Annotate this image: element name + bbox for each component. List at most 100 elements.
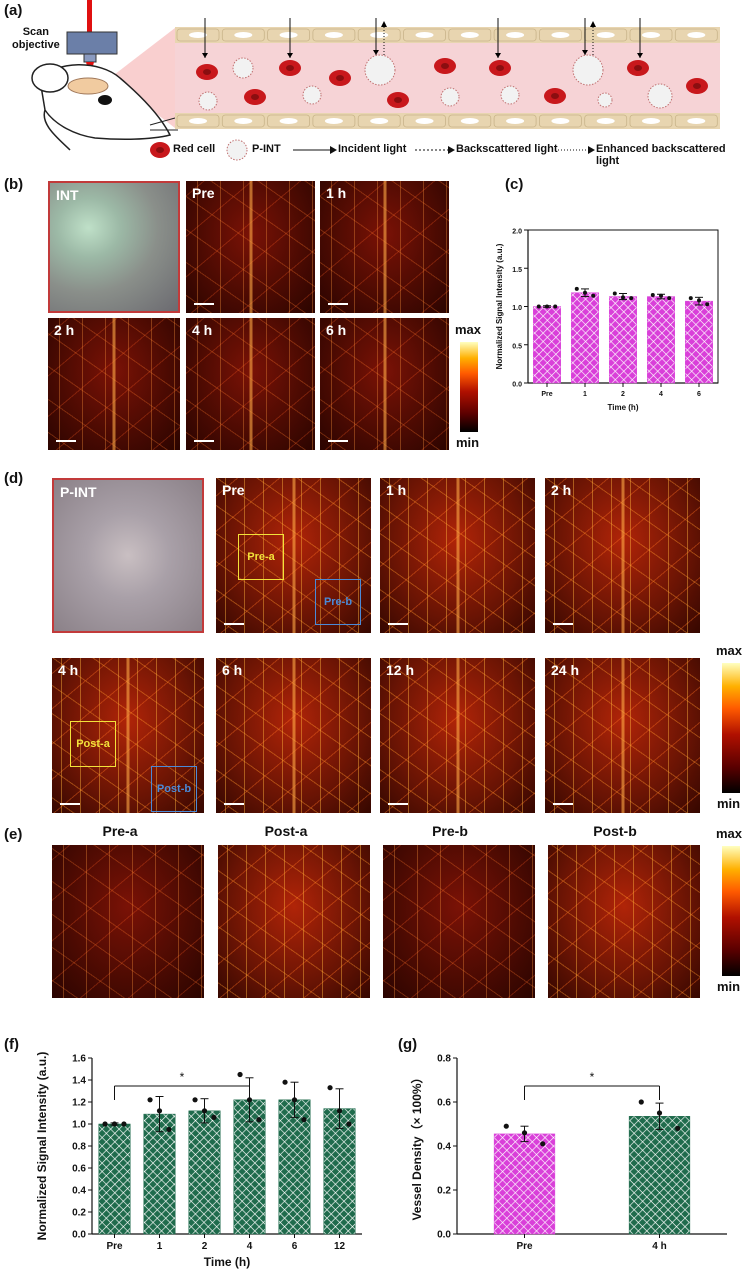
light-cone xyxy=(110,28,175,128)
legend-incident-head xyxy=(330,146,337,154)
d-colorbar-max: max xyxy=(716,643,743,658)
d-image-12h: 12 h xyxy=(380,658,535,813)
chart-c: 0.0 0.5 1.0 1.5 2.0 Pre 1 2 4 6 Time (h) Normalized… xyxy=(495,229,719,412)
data-point xyxy=(256,1117,262,1123)
b-image-label: 4 h xyxy=(192,322,213,338)
chart-g: 0.0 0.2 0.4 0.6 0.8 Pre 4 h * Vessel Density（× 1… xyxy=(409,1054,727,1252)
x-tick-label: 1 xyxy=(583,391,587,398)
enhanced-arrow-head xyxy=(381,21,387,27)
x-tick-label: 4 xyxy=(247,1241,253,1252)
wall-cell-nucleus xyxy=(642,32,660,38)
data-point xyxy=(675,1125,681,1131)
data-point xyxy=(705,302,710,307)
red-cell-center xyxy=(693,83,701,89)
y-tick-label: 1.6 xyxy=(72,1054,86,1065)
mouse-ear xyxy=(31,63,69,93)
b-image-1h: 1 h xyxy=(320,181,449,313)
e-title-pre-b: Pre-b xyxy=(432,823,468,839)
vessel-line xyxy=(292,658,295,813)
e-image-pre-b xyxy=(383,845,535,998)
panel-label-c: (c) xyxy=(505,176,524,193)
e-title-pre-a: Pre-a xyxy=(102,823,138,839)
significance-label: * xyxy=(590,1070,595,1084)
e-image-pre-a xyxy=(52,845,204,998)
red-cell-center xyxy=(496,65,504,71)
wall-cell-nucleus xyxy=(189,32,207,38)
x-tick-label: 2 xyxy=(621,391,625,398)
d-image-label: 24 h xyxy=(551,662,580,678)
data-point xyxy=(688,296,693,301)
legend-pint-label: P-INT xyxy=(252,143,281,155)
wall-cell-nucleus xyxy=(596,118,615,124)
objective-label-line2: objective xyxy=(12,39,60,51)
e-colorbar xyxy=(722,846,740,976)
objective-label-line1: Scan xyxy=(22,26,49,38)
bar xyxy=(609,296,637,384)
y-axis-label: Vessel Density（× 100%） xyxy=(409,1071,424,1220)
significance-label: * xyxy=(180,1070,185,1084)
x-tick-label: 6 xyxy=(697,391,701,398)
panel-label-e: (e) xyxy=(4,826,23,843)
data-point xyxy=(536,304,541,309)
wall-cell-nucleus xyxy=(324,118,343,124)
pint-photo-label: P-INT xyxy=(60,484,97,500)
data-point xyxy=(659,293,663,298)
bar xyxy=(685,300,713,384)
y-tick-label: 1.5 xyxy=(512,267,522,274)
x-tick-label: 6 xyxy=(292,1241,298,1252)
red-cell-center xyxy=(551,93,559,99)
wall-cell-nucleus xyxy=(506,32,525,38)
d-image-24h: 24 h xyxy=(545,658,700,813)
e-image-post-b xyxy=(548,845,700,998)
pint-particle xyxy=(302,85,322,105)
wall-cell-nucleus xyxy=(687,32,706,38)
wall-cell-nucleus xyxy=(279,32,298,38)
data-point xyxy=(192,1097,198,1103)
x-tick-label: 4 xyxy=(659,391,663,398)
data-point xyxy=(336,1108,343,1114)
wall-cell-nucleus xyxy=(415,32,434,38)
red-cell-center xyxy=(441,63,449,69)
d-image-label: 4 h xyxy=(58,662,79,678)
y-tick-label: 0.8 xyxy=(72,1142,86,1153)
d-image-label: Pre xyxy=(222,482,245,498)
vessel-line xyxy=(456,478,459,633)
vessel-wall-top xyxy=(175,27,720,43)
y-tick-label: 0.8 xyxy=(437,1054,451,1065)
vessel-line xyxy=(112,318,116,450)
y-tick-label: 0.2 xyxy=(437,1186,451,1197)
x-tick-label: Pre xyxy=(516,1241,533,1252)
bar xyxy=(323,1108,356,1235)
data-point xyxy=(237,1071,243,1078)
data-point xyxy=(574,286,579,291)
x-tick-label: 1 xyxy=(157,1241,163,1252)
data-point xyxy=(638,1099,644,1105)
scale-bar xyxy=(388,623,408,625)
vessel-line xyxy=(383,318,386,450)
data-point xyxy=(282,1079,288,1085)
data-point xyxy=(166,1126,172,1133)
y-tick-label: 0.5 xyxy=(512,343,522,350)
d-image-4h: 4 h Post-a Post-b xyxy=(52,658,204,813)
scale-bar xyxy=(56,440,76,442)
wall-cell-nucleus xyxy=(234,32,253,38)
roi-pre-a: Pre-a xyxy=(238,534,284,580)
red-cell-center xyxy=(203,69,211,75)
int-photo: INT xyxy=(48,181,180,313)
scale-bar xyxy=(553,623,573,625)
d-image-1h: 1 h xyxy=(380,478,535,633)
incident-arrow-head xyxy=(202,53,208,58)
panel-label-f: (f) xyxy=(4,1036,19,1053)
vessel-line xyxy=(249,181,252,313)
pint-particle xyxy=(232,57,254,79)
panel-label-g: (g) xyxy=(398,1036,418,1053)
y-tick-label: 0.6 xyxy=(72,1164,86,1175)
wall-cell-nucleus xyxy=(234,118,253,124)
legend-incident-label: Incident light xyxy=(338,143,407,155)
data-point xyxy=(156,1108,163,1114)
b-image-6h: 6 h xyxy=(320,318,449,450)
y-tick-label: 2.0 xyxy=(512,229,522,236)
pint-particle xyxy=(500,85,520,105)
data-point xyxy=(591,293,596,298)
y-tick-label: 0.2 xyxy=(72,1208,86,1219)
